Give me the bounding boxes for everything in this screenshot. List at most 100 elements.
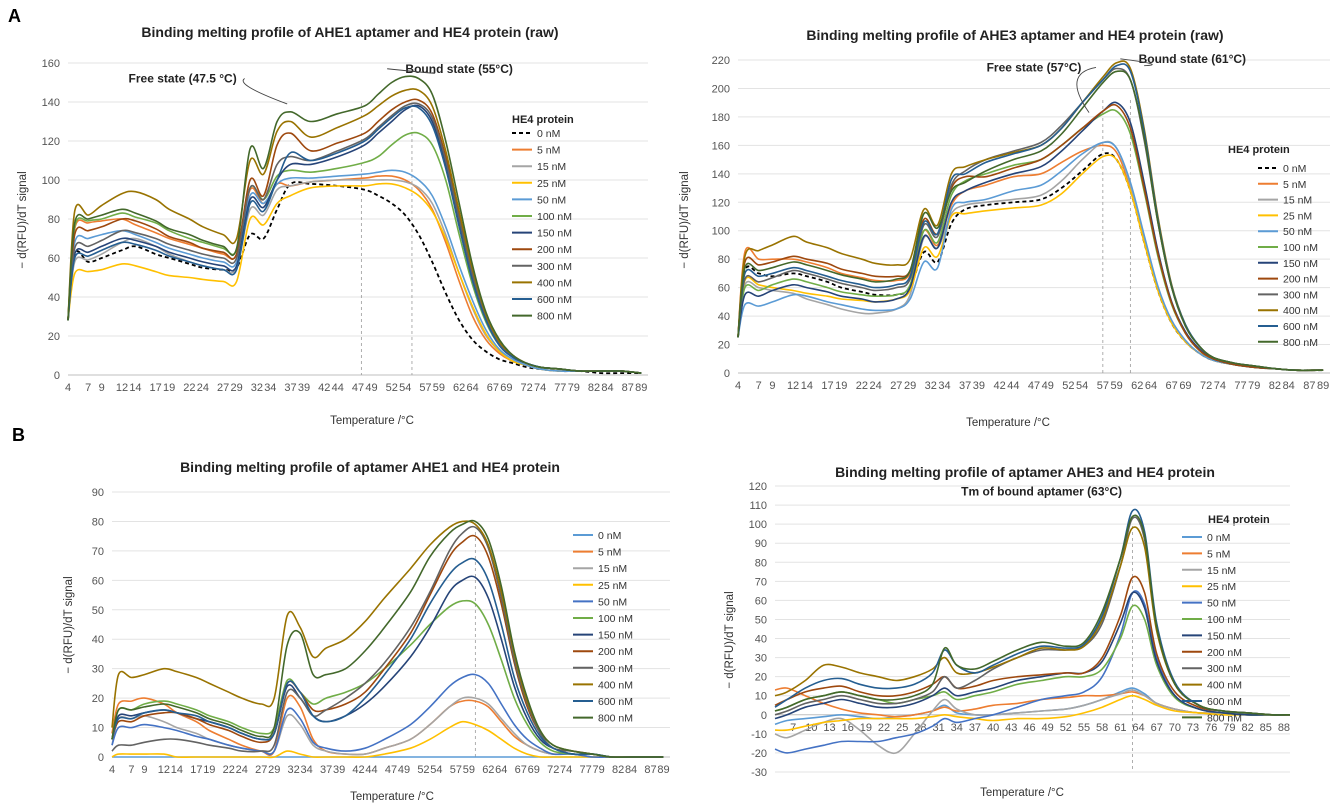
x-tick-label: 62 <box>453 382 465 394</box>
x-tick-label: 52 <box>1062 380 1074 392</box>
series-line <box>737 141 1324 372</box>
y-tick-label: 60 <box>718 283 730 295</box>
legend-label: 150 nM <box>598 630 633 642</box>
series-line <box>737 70 1324 372</box>
x-tick-label: 59 <box>1110 380 1122 392</box>
chart-title: Binding melting profile of aptamer AHE3 … <box>835 464 1215 480</box>
x-tick-label: 67 <box>1151 722 1163 734</box>
x-tick-label: 52 <box>417 764 429 776</box>
series-line <box>737 63 1324 372</box>
legend-title: HE4 protein <box>1228 144 1290 156</box>
x-tick-label: 14 <box>801 380 813 392</box>
series-line <box>111 519 664 759</box>
x-tick-label: 52 <box>386 382 398 394</box>
x-tick-label: 89 <box>1317 380 1329 392</box>
x-tick-label: 19 <box>835 380 847 392</box>
legend-label: 800 nM <box>1207 712 1242 724</box>
x-tick-label: 22 <box>223 764 235 776</box>
x-tick-label: 84 <box>1283 380 1295 392</box>
chart-ahe3-raw: Binding melting profile of AHE3 aptamer … <box>679 27 1330 429</box>
x-tick-label: 82 <box>1241 722 1253 734</box>
x-tick-label: 16 <box>842 722 854 734</box>
x-tick-label: 79 <box>593 764 605 776</box>
x-tick-label: 40 <box>987 722 999 734</box>
x-tick-label: 69 <box>500 382 512 394</box>
series-line <box>737 103 1324 372</box>
x-tick-label: 62 <box>482 764 494 776</box>
legend-label: 600 nM <box>598 696 633 708</box>
x-tick-label: 64 <box>467 382 479 394</box>
y-tick-label: 40 <box>755 634 767 646</box>
legend-label: 300 nM <box>598 663 633 675</box>
annotation-arrow <box>387 68 435 74</box>
x-tick-label: 9 <box>769 380 775 392</box>
y-tick-label: 200 <box>712 83 730 95</box>
y-tick-label: 100 <box>712 226 730 238</box>
x-tick-label: 88 <box>1278 722 1290 734</box>
x-tick-label: 39 <box>298 382 310 394</box>
legend-label: 400 nM <box>537 277 572 289</box>
y-tick-label: 90 <box>92 487 104 499</box>
chart-title: Binding melting profile of AHE1 aptamer … <box>141 24 558 40</box>
x-tick-label: 49 <box>365 382 377 394</box>
y-tick-label: 0 <box>98 752 104 764</box>
series-line <box>774 694 1290 732</box>
legend-label: 25 nM <box>598 580 627 592</box>
legend-label: 600 nM <box>1207 696 1242 708</box>
legend-label: 150 nM <box>1283 258 1318 270</box>
y-tick-label: 60 <box>755 595 767 607</box>
x-tick-label: 14 <box>129 382 141 394</box>
legend-label: 300 nM <box>1283 289 1318 301</box>
x-tick-label: 14 <box>171 764 183 776</box>
series-line <box>111 673 664 759</box>
x-tick-label: 73 <box>1187 722 1199 734</box>
x-tick-label: 47 <box>352 382 364 394</box>
legend-label: 400 nM <box>598 679 633 691</box>
x-axis-label: Temperature /°C <box>330 415 414 427</box>
legend-label: 400 nM <box>1283 305 1318 317</box>
x-tick-label: 70 <box>1169 722 1181 734</box>
y-tick-label: 30 <box>92 664 104 676</box>
x-tick-label: 85 <box>1260 722 1272 734</box>
y-axis-label: − d(RFU)/dT signal <box>724 591 736 688</box>
y-tick-label: 50 <box>92 605 104 617</box>
x-tick-label: 57 <box>1097 380 1109 392</box>
legend-label: 15 nM <box>1283 195 1312 207</box>
legend-label: 150 nM <box>1207 630 1242 642</box>
legend-label: 800 nM <box>1283 337 1318 349</box>
y-tick-label: -30 <box>751 767 767 779</box>
x-tick-label: 24 <box>197 382 209 394</box>
legend-label: 100 nM <box>537 211 572 223</box>
legend-label: 600 nM <box>537 294 572 306</box>
x-tick-label: 17 <box>821 380 833 392</box>
series-line <box>737 152 1324 372</box>
legend-label: 600 nM <box>1283 321 1318 333</box>
series-line <box>111 696 664 759</box>
chart-ahe1-raw: Binding melting profile of AHE1 aptamer … <box>17 24 648 427</box>
series-line <box>111 720 664 759</box>
x-tick-label: 9 <box>141 764 147 776</box>
x-tick-label: 12 <box>158 764 170 776</box>
series-line <box>67 169 642 374</box>
legend-label: 50 nM <box>537 194 566 206</box>
x-tick-label: 67 <box>487 382 499 394</box>
x-axis-label: Temperature /°C <box>966 417 1050 429</box>
chart-ahe3-corrected: Binding melting profile of aptamer AHE3 … <box>724 464 1290 799</box>
y-tick-label: 20 <box>92 693 104 705</box>
x-tick-label: 17 <box>190 764 202 776</box>
legend-label: 400 nM <box>1207 680 1242 692</box>
x-tick-label: 32 <box>925 380 937 392</box>
y-tick-label: 80 <box>718 254 730 266</box>
x-tick-label: 24 <box>236 764 248 776</box>
y-axis-label: − d(RFU)/dT signal <box>17 171 29 268</box>
x-tick-label: 29 <box>268 764 280 776</box>
y-tick-label: 0 <box>54 370 60 382</box>
y-tick-label: 20 <box>48 331 60 343</box>
y-tick-label: 40 <box>92 634 104 646</box>
x-tick-label: 67 <box>1166 380 1178 392</box>
x-tick-label: 29 <box>230 382 242 394</box>
annotation: Bound state (61°C) <box>1139 52 1246 66</box>
x-tick-label: 19 <box>860 722 872 734</box>
x-tick-label: 32 <box>288 764 300 776</box>
x-axis-label: Temperature /°C <box>350 791 434 803</box>
